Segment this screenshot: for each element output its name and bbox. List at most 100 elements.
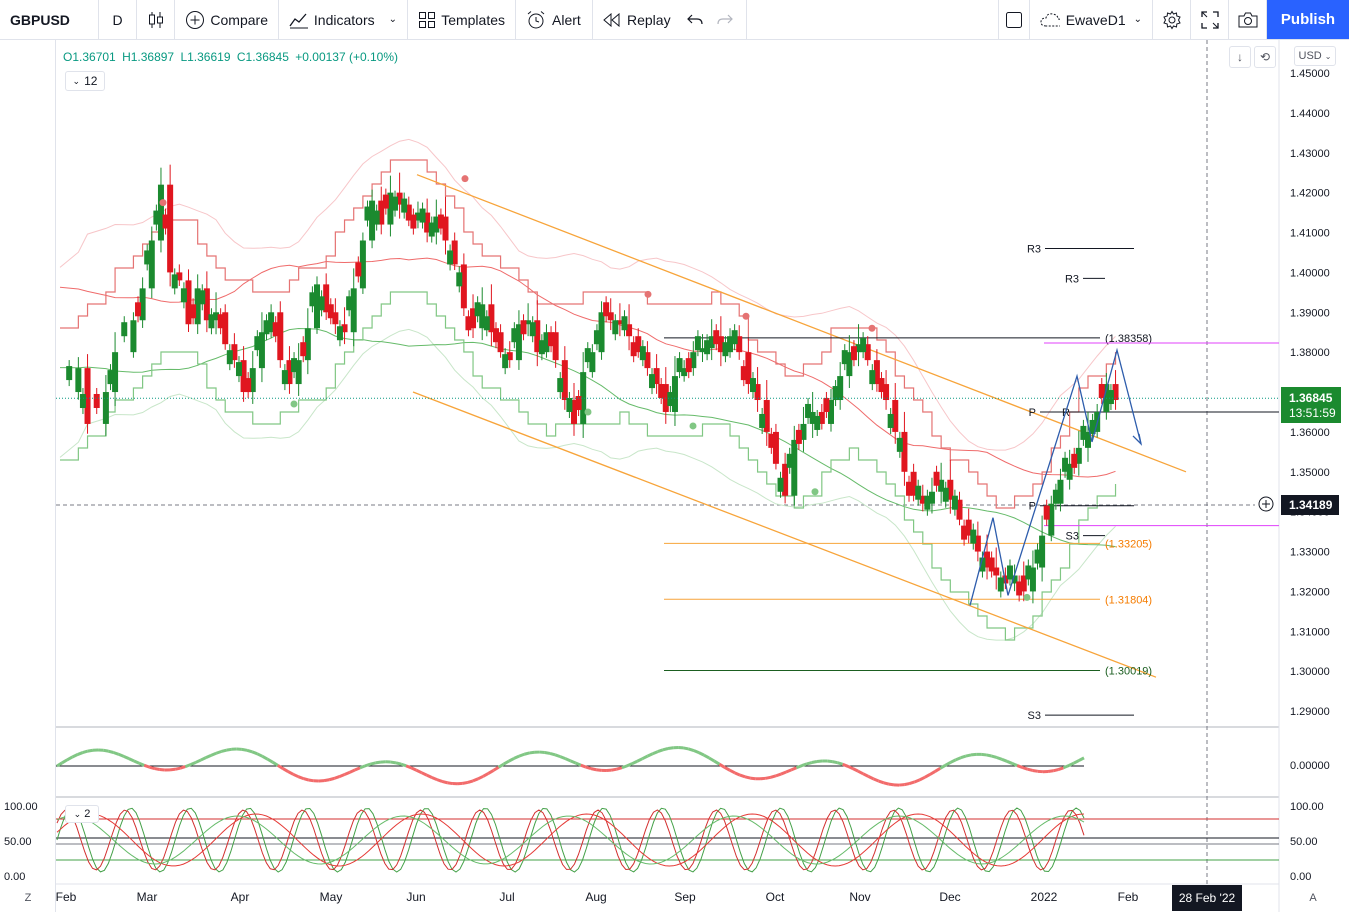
osc1-segment bbox=[564, 757, 572, 763]
candle-body bbox=[832, 386, 839, 401]
candle-body bbox=[1016, 581, 1023, 596]
time-axis[interactable]: Feb Mar Apr May Jun Jul Aug Sep Oct Nov Dec 2022 Feb… bbox=[25, 885, 1318, 911]
osc1-segment bbox=[323, 778, 330, 783]
osc1-segment bbox=[1011, 762, 1018, 767]
candle-body bbox=[869, 370, 876, 385]
osc1-segment bbox=[770, 774, 777, 779]
osc1-segment bbox=[949, 758, 957, 764]
layout-button[interactable]: EwaveD1 ⌄ bbox=[1029, 0, 1153, 39]
candle-body bbox=[667, 392, 674, 407]
last-price-value: 1.36845 bbox=[1289, 391, 1333, 405]
osc1-segment bbox=[220, 748, 227, 753]
cloud-icon bbox=[1040, 12, 1060, 26]
candle-body bbox=[892, 400, 899, 432]
fullscreen-icon bbox=[1200, 10, 1219, 29]
symbol-search[interactable]: GBPUSD bbox=[0, 0, 99, 39]
fullscreen-toggle[interactable] bbox=[999, 0, 1029, 39]
candle-body bbox=[704, 340, 711, 355]
candle-body bbox=[979, 557, 986, 572]
osc1-segment bbox=[82, 749, 89, 755]
scroll-down-button[interactable]: ↓ bbox=[1229, 46, 1251, 68]
legend-open: O1.36701 bbox=[63, 50, 116, 64]
price-axis[interactable]: 1.45000 1.44000 1.43000 1.42000 1.41000 1.400… bbox=[4, 68, 1330, 883]
osc1-segment bbox=[61, 758, 69, 765]
candle-body bbox=[626, 324, 633, 337]
currency-label: USD bbox=[1298, 50, 1322, 62]
osc1-segment bbox=[919, 775, 926, 782]
candle-body bbox=[373, 210, 380, 225]
reset-chart-button[interactable]: ⟲ bbox=[1254, 46, 1276, 68]
osc1-segment bbox=[816, 759, 823, 764]
alert-button[interactable]: Alert bbox=[516, 0, 593, 39]
currency-select[interactable]: USD ⌄ bbox=[1294, 46, 1336, 66]
stop-upper bbox=[60, 159, 1117, 509]
candle-body bbox=[837, 376, 844, 401]
templates-button[interactable]: Templates bbox=[408, 0, 516, 39]
price-tick-label: 1.31000 bbox=[1290, 626, 1330, 638]
candle-body bbox=[309, 292, 316, 307]
snapshot-button[interactable] bbox=[1229, 0, 1267, 39]
candle-body bbox=[763, 400, 770, 432]
publish-button[interactable]: Publish bbox=[1267, 0, 1349, 39]
channel-upper-line bbox=[416, 174, 1187, 473]
candle-body bbox=[850, 346, 857, 361]
candle-body bbox=[901, 431, 908, 472]
replay-button[interactable]: Replay bbox=[593, 0, 681, 39]
candle-body bbox=[534, 320, 541, 353]
candle-body bbox=[327, 304, 334, 319]
candle-body bbox=[258, 332, 265, 369]
indicators-button[interactable]: Indicators ⌄ bbox=[279, 0, 408, 39]
redo-button[interactable] bbox=[711, 0, 747, 39]
candle-body bbox=[419, 208, 426, 223]
osc1-segment bbox=[502, 759, 510, 766]
compare-button[interactable]: Compare bbox=[175, 0, 279, 39]
osc1-segment bbox=[251, 750, 258, 756]
chart-type-button[interactable] bbox=[137, 0, 175, 39]
osc1-segment bbox=[683, 746, 689, 751]
undo-button[interactable] bbox=[681, 0, 711, 39]
osc1-segment bbox=[611, 767, 617, 772]
osc1-segment bbox=[410, 766, 418, 772]
candle-body bbox=[341, 324, 348, 333]
candle-body bbox=[314, 284, 320, 329]
interval-button[interactable]: D bbox=[99, 0, 137, 39]
osc1-segment bbox=[908, 780, 915, 786]
osc1-segment bbox=[1078, 756, 1085, 762]
osc-collapse-button[interactable]: ⌄ 2 bbox=[65, 805, 99, 823]
candle-body bbox=[180, 288, 187, 303]
candle-body bbox=[515, 324, 522, 361]
layout-name: EwaveD1 bbox=[1065, 11, 1126, 28]
signal-marker bbox=[159, 199, 167, 207]
candle-body bbox=[474, 302, 481, 317]
gear-icon bbox=[1162, 10, 1181, 29]
candle-body bbox=[690, 352, 697, 369]
time-tick-label: Nov bbox=[849, 890, 870, 904]
fib-level-label: (1.38358) bbox=[1105, 333, 1152, 345]
osc1-segment bbox=[195, 758, 202, 764]
candle-body bbox=[805, 403, 812, 418]
osc1-segment bbox=[569, 759, 577, 765]
expand-button[interactable] bbox=[1191, 0, 1229, 39]
osc1-segment bbox=[169, 767, 176, 772]
candle-body bbox=[369, 200, 376, 241]
indicators-collapse-button[interactable]: ⌄ 12 bbox=[65, 71, 105, 91]
pivot-label: P bbox=[1029, 501, 1036, 513]
candle-body bbox=[1080, 425, 1087, 440]
signal-marker bbox=[1023, 593, 1031, 601]
price-chart[interactable]: 1.45000 1.44000 1.43000 1.42000 1.41000 1.400… bbox=[0, 40, 1349, 912]
price-tick-label: 1.30000 bbox=[1290, 666, 1330, 678]
indicators-icon bbox=[289, 13, 308, 28]
time-tick-label: Aug bbox=[585, 890, 606, 904]
signal-marker bbox=[290, 400, 298, 408]
ohlc-legend: O1.36701 H1.36897 L1.36619 C1.36845 +0.0… bbox=[63, 50, 401, 64]
settings-button[interactable] bbox=[1153, 0, 1191, 39]
osc1-segment bbox=[585, 765, 592, 771]
osc1-segment bbox=[133, 759, 140, 765]
pivot-label: S3 bbox=[1028, 710, 1041, 722]
candle-body bbox=[713, 330, 720, 345]
osc1-segment bbox=[1073, 759, 1080, 765]
candle-body bbox=[997, 577, 1004, 592]
osc2-slow-red bbox=[56, 813, 1085, 867]
candle-body bbox=[433, 216, 440, 233]
candle-body bbox=[740, 366, 747, 381]
